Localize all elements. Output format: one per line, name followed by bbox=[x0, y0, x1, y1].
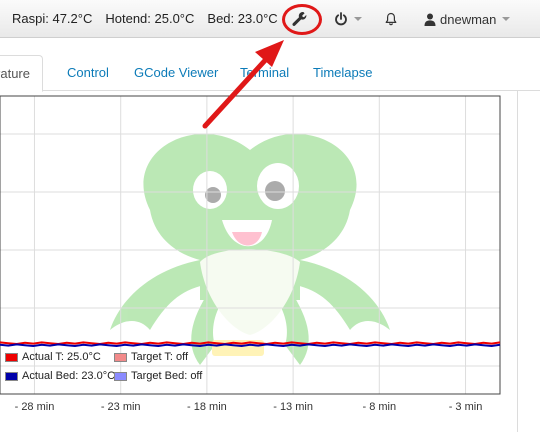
username: dnewman bbox=[440, 11, 497, 27]
legend-label-actual-tool: Actual T: 25.0°C bbox=[22, 351, 101, 363]
x-tick-label: - 23 min bbox=[101, 401, 141, 413]
power-icon bbox=[335, 12, 347, 26]
legend-swatch-target-bed bbox=[114, 371, 127, 381]
tab-timelapse[interactable]: Timelapse bbox=[313, 65, 373, 80]
chevron-down-icon bbox=[354, 17, 362, 21]
octoprint-logo-watermark bbox=[110, 133, 390, 365]
legend-actual-bed: Actual Bed: 23.0°C bbox=[5, 370, 115, 382]
legend-label-actual-bed: Actual Bed: 23.0°C bbox=[22, 370, 116, 382]
tab-temperature[interactable]: Temperature bbox=[0, 55, 43, 92]
temperature-readouts: Raspi: 47.2°C Hotend: 25.0°C Bed: 23.0°C bbox=[12, 11, 278, 26]
tab-gcode-viewer[interactable]: GCode Viewer bbox=[134, 65, 219, 80]
bell-icon bbox=[385, 12, 397, 26]
series-line-0 bbox=[0, 341, 501, 346]
series-line-2 bbox=[0, 343, 501, 348]
x-tick-label: - 8 min bbox=[362, 401, 396, 413]
x-tick-label: - 18 min bbox=[187, 401, 227, 413]
top-navbar: Raspi: 47.2°C Hotend: 25.0°C Bed: 23.0°C… bbox=[0, 0, 540, 38]
x-tick-label: - 28 min bbox=[15, 401, 55, 413]
hotend-temp: Hotend: 25.0°C bbox=[105, 11, 195, 26]
tab-content-panel bbox=[0, 91, 518, 432]
legend-target-tool: Target T: off bbox=[114, 351, 188, 363]
legend-swatch-target-tool bbox=[114, 352, 127, 362]
x-tick-label: - 13 min bbox=[273, 401, 313, 413]
raspi-temp: Raspi: 47.2°C bbox=[12, 11, 93, 26]
legend-actual-tool: Actual T: 25.0°C bbox=[5, 351, 101, 363]
legend-swatch-actual-bed bbox=[5, 371, 18, 381]
user-menu-button[interactable]: dnewman bbox=[424, 8, 511, 30]
legend-label-target-bed: Target Bed: off bbox=[131, 370, 203, 382]
notifications-button[interactable] bbox=[384, 8, 398, 30]
user-icon bbox=[424, 13, 436, 26]
tab-control[interactable]: Control bbox=[67, 65, 109, 80]
chart-series bbox=[0, 341, 501, 348]
power-menu-button[interactable] bbox=[334, 8, 362, 30]
legend-label-target-tool: Target T: off bbox=[131, 351, 189, 363]
x-tick-label: - 3 min bbox=[449, 401, 483, 413]
legend-swatch-actual-tool bbox=[5, 352, 18, 362]
annotation-circle bbox=[282, 4, 322, 35]
chevron-down-icon bbox=[502, 17, 511, 21]
legend-target-bed: Target Bed: off bbox=[114, 370, 202, 382]
chart-x-axis: - 28 min - 23 min - 18 min - 13 min - 8 min -… bbox=[15, 401, 483, 413]
bed-temp: Bed: 23.0°C bbox=[207, 11, 278, 26]
